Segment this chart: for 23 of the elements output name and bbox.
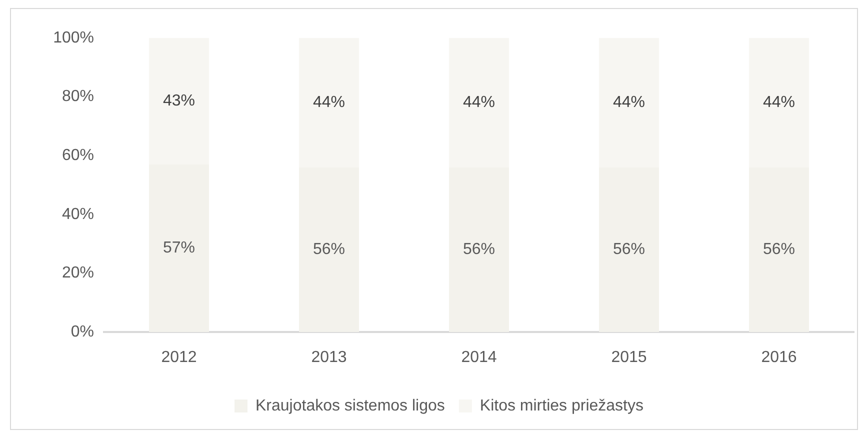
data-label: 44%	[462, 94, 496, 112]
data-label: 56%	[462, 241, 496, 258]
y-tick-label: 80%	[62, 88, 94, 106]
data-label: 44%	[612, 94, 646, 112]
legend-label: Kitos mirties priežastys	[480, 397, 644, 414]
data-label: 44%	[762, 94, 796, 112]
data-label: 56%	[312, 241, 346, 258]
x-tick-label: 2015	[611, 349, 647, 366]
data-label: 56%	[612, 241, 646, 258]
data-label: 43%	[162, 92, 196, 110]
x-tick-label: 2014	[461, 349, 497, 366]
y-tick-label: 60%	[62, 147, 94, 164]
x-tick-label: 2012	[161, 349, 197, 366]
y-tick-label: 100%	[53, 29, 94, 46]
data-label: 56%	[762, 241, 796, 258]
y-tick-label: 20%	[62, 264, 94, 282]
legend-label: Kraujotakos sistemos ligos	[255, 397, 445, 414]
y-tick-label: 0%	[70, 323, 94, 340]
y-tick-label: 40%	[62, 206, 94, 223]
data-label: 44%	[312, 94, 346, 112]
x-tick-label: 2016	[761, 349, 797, 366]
x-tick-label: 2013	[311, 349, 347, 366]
data-label: 57%	[162, 240, 196, 257]
